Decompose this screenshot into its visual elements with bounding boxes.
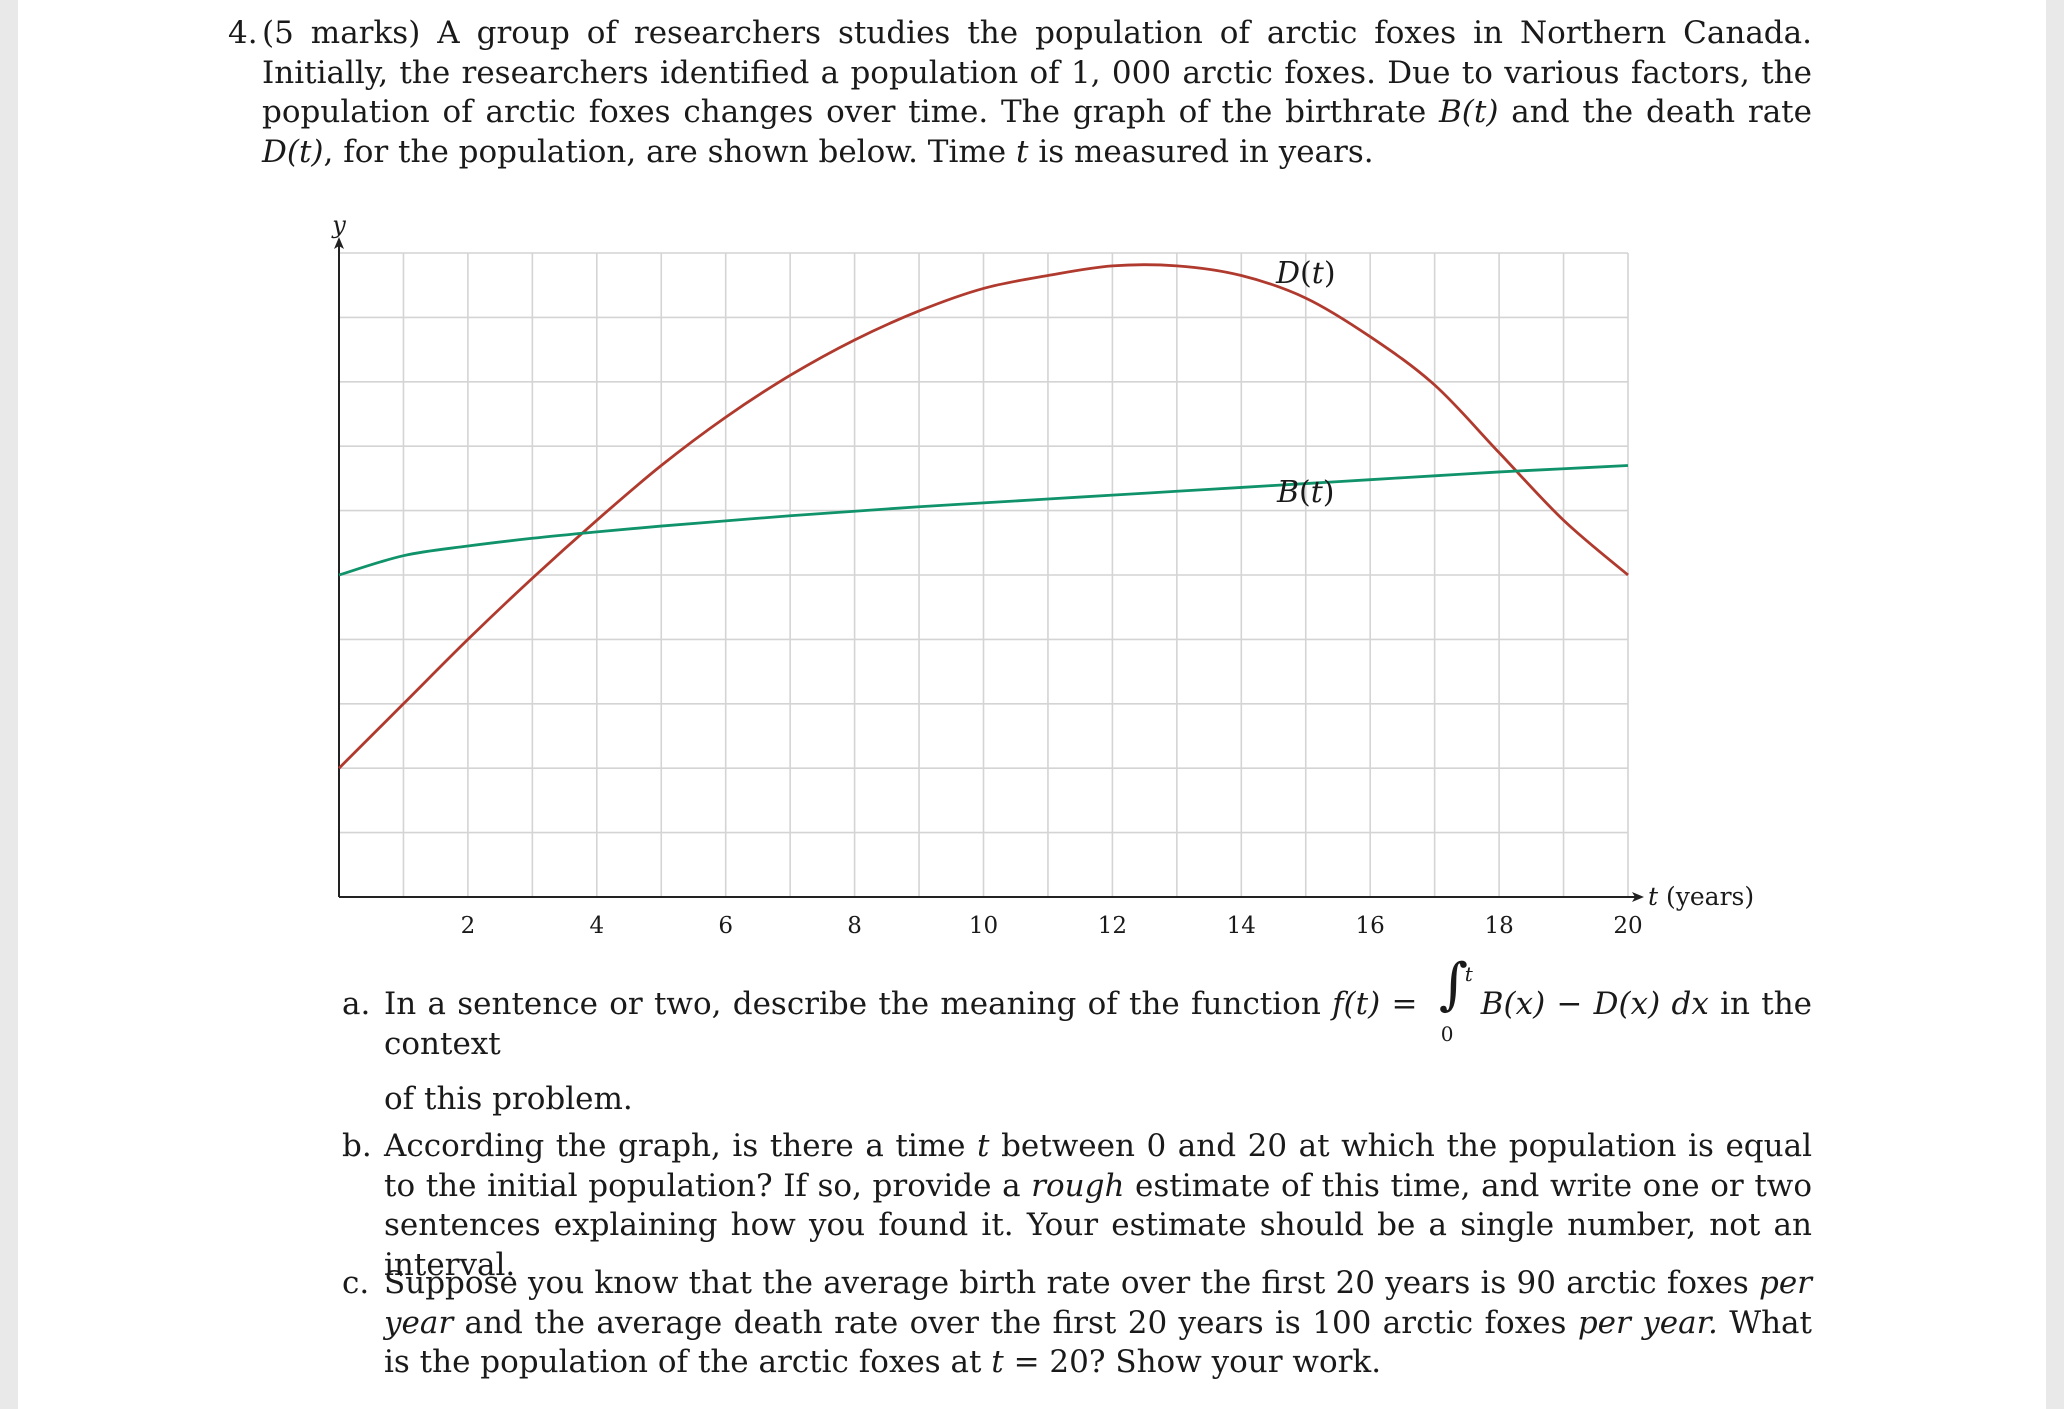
question-text-part: is measured in years. [1028,133,1374,170]
part-b-text-segment: estimate of this time, and write one or … [384,1167,1812,1283]
part-c-text-segment: What is the population of the arctic fox… [384,1304,1812,1381]
part-a-text: In a sentence or two, describe the meani… [384,957,1812,1064]
time-variable: t [977,1128,990,1164]
curve-label: D(t) [1275,256,1336,291]
x-tick-label: 16 [1356,913,1385,939]
part-c-text-segment: and the average death rate over the firs… [453,1304,1578,1341]
curve-label: B(t) [1276,475,1335,510]
part-a-text-line2: of this problem. [384,1081,633,1117]
equals-sign: = [1380,986,1429,1022]
x-tick-label: 8 [847,913,862,939]
series-dt-line [338,263,1629,770]
part-a-text-segment: In a sentence or two, describe the meani… [384,986,1333,1022]
y-axis-label: y [331,211,346,239]
emphasis-per-year: per year [384,1265,1812,1341]
question-text-part: , for the population, are shown below. T… [323,133,1016,170]
function-f-symbol: f(t) [1332,986,1381,1022]
x-tick-label: 18 [1484,913,1513,939]
part-b-text-segment: According the graph, is there a time [384,1128,978,1164]
integral-upper-bound: t [1464,962,1473,986]
y-axis-arrow-icon [334,237,344,249]
integrand: B(x) − D(x) dx [1480,986,1709,1022]
part-a-label: a. [342,986,371,1022]
part-a: a. In a sentence or two, describe the me… [342,957,1812,1120]
rates-chart: 2 4 6 8 10 12 14 16 18 20 y t (years) D(t) B(t) [331,211,1754,939]
series-bt-line [338,464,1629,577]
part-b-label: b. [342,1128,372,1164]
question-text-part: and the death rate [1498,94,1812,130]
birthrate-symbol: B(t) [1439,94,1499,130]
part-c-label: c. [342,1265,370,1301]
x-tick-label: 12 [1098,913,1127,939]
part-c: c. Suppose you know that the average bir… [342,1264,1812,1383]
problem-statement: 4. (5 marks) A group of researchers stud… [228,14,1812,172]
part-c-text-segment: = 20? Show your work. [1003,1344,1382,1380]
question-text: (5 marks) A group of researchers studies… [262,14,1812,172]
x-tick-label: 10 [969,913,998,939]
emphasis-per-year: per year. [1577,1304,1718,1341]
integral-sign: ∫ t 0 [1429,957,1481,1046]
x-tick-label: 2 [461,913,476,939]
emphasis-rough: rough [1031,1167,1125,1204]
question-number: 4. [228,15,258,51]
part-b-text-segment: between 0 and 20 at which the population… [384,1128,1812,1204]
x-axis-arrow-icon [1632,892,1644,902]
integral-symbol: ∫ [1438,952,1468,1017]
x-tick-label: 20 [1613,913,1642,939]
time-variable: t [1016,133,1029,170]
deathrate-symbol: D(t) [262,133,324,170]
question-text-part: (5 marks) A group of researchers studies… [262,15,1812,130]
part-c-text-segment: Suppose you know that the average birth … [384,1265,1759,1301]
integral-lower-bound: 0 [1440,1022,1454,1046]
part-a-text-segment: in the context [384,986,1812,1062]
x-tick-label: 4 [589,913,604,939]
part-b: b. According the graph, is there a time … [342,1127,1812,1285]
x-tick-label: 6 [718,913,733,939]
time-variable: t [991,1344,1004,1380]
part-c-text: Suppose you know that the average birth … [384,1264,1812,1383]
x-tick-label: 14 [1227,913,1256,939]
part-b-text: According the graph, is there a time t b… [384,1127,1812,1285]
x-axis-label: t (years) [1648,882,1754,911]
